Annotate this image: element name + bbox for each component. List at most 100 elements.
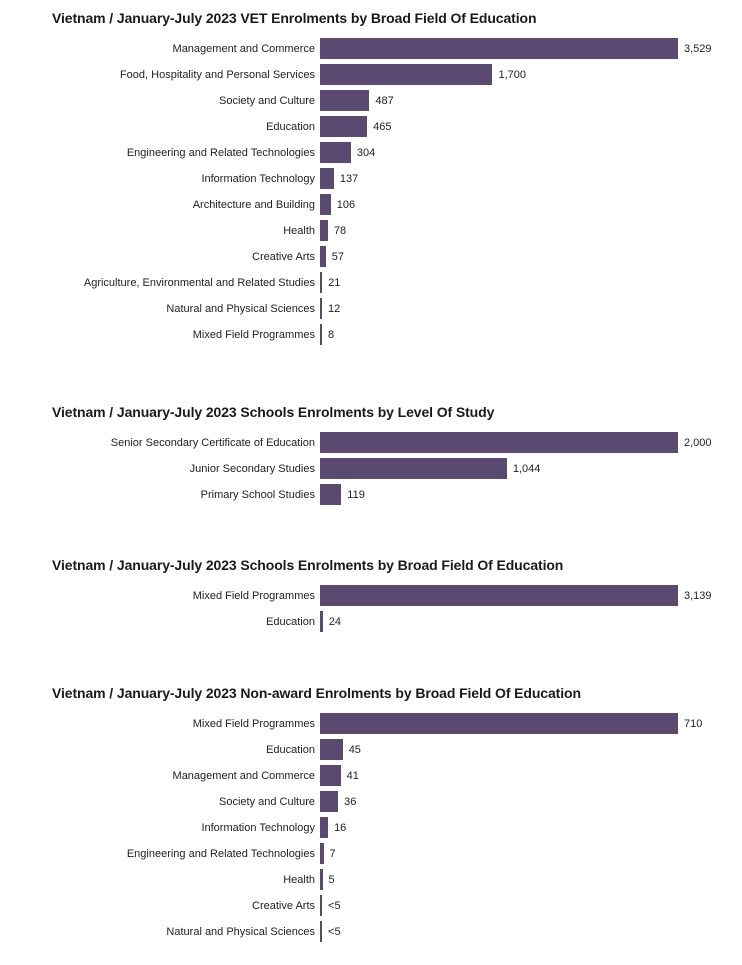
chart-row: Mixed Field Programmes 8: [0, 324, 742, 345]
bar-track: 41: [320, 765, 742, 786]
value-label: 3,529: [684, 42, 712, 55]
value-label: 119: [347, 488, 365, 501]
value-label: 1,044: [512, 462, 541, 475]
value-label: 7: [329, 847, 336, 860]
category-label: Creative Arts: [252, 250, 315, 263]
bar[interactable]: [320, 921, 323, 942]
bar[interactable]: [320, 869, 323, 890]
category-label: Health: [283, 873, 315, 886]
category-label: Natural and Physical Sciences: [166, 925, 315, 938]
category-label: Engineering and Related Technologies: [126, 146, 315, 159]
category-label: Junior Secondary Studies: [189, 462, 315, 475]
category-label: Management and Commerce: [172, 769, 315, 782]
chart-row: Management and Commerce 41: [0, 765, 742, 786]
bar[interactable]: [320, 432, 678, 453]
chart-plot-area: Senior Secondary Certificate of Educatio…: [0, 432, 742, 505]
chart-row: Agriculture, Environmental and Related S…: [0, 272, 742, 293]
value-label: 24: [328, 615, 341, 628]
chart-row: Mixed Field Programmes 710: [0, 713, 742, 734]
bar-track: 78: [320, 220, 742, 241]
category-label: Senior Secondary Certificate of Educatio…: [110, 436, 315, 449]
bar[interactable]: [320, 817, 329, 838]
bar[interactable]: [320, 90, 370, 111]
chart-row: Health 78: [0, 220, 742, 241]
bar[interactable]: [320, 64, 493, 85]
bar[interactable]: [320, 713, 678, 734]
value-label: 8: [328, 328, 335, 341]
bar[interactable]: [320, 843, 324, 864]
value-label: 1,700: [498, 68, 526, 81]
bar[interactable]: [320, 585, 678, 606]
category-label: Natural and Physical Sciences: [166, 302, 315, 315]
category-label: Management and Commerce: [172, 42, 315, 55]
chart-row: Engineering and Related Technologies 304: [0, 142, 742, 163]
bar[interactable]: [320, 791, 339, 812]
bar[interactable]: [320, 458, 507, 479]
category-label: Information Technology: [201, 172, 315, 185]
bar[interactable]: [320, 324, 322, 345]
bar[interactable]: [320, 739, 343, 760]
bar-track: 106: [320, 194, 742, 215]
value-label: <5: [328, 925, 341, 938]
bar[interactable]: [320, 484, 342, 505]
bar-track: 5: [320, 869, 742, 890]
category-label: Creative Arts: [252, 899, 315, 912]
bar-track: 16: [320, 817, 742, 838]
bar-track: 24: [320, 611, 742, 632]
bar[interactable]: [320, 895, 323, 916]
chart-plot-area: Mixed Field Programmes 3,139 Education 24: [0, 585, 742, 632]
chart-row: Society and Culture 487: [0, 90, 742, 111]
value-label: 41: [346, 769, 359, 782]
category-label: Agriculture, Environmental and Related S…: [83, 276, 315, 289]
category-label: Food, Hospitality and Personal Services: [119, 68, 315, 81]
bar[interactable]: [320, 142, 351, 163]
value-label: 465: [373, 120, 392, 133]
value-label: 57: [331, 250, 345, 263]
bar[interactable]: [320, 765, 341, 786]
bar-track: 119: [320, 484, 742, 505]
value-label: 16: [334, 821, 347, 834]
bar-track: 12: [320, 298, 742, 319]
bar[interactable]: [320, 220, 328, 241]
chart-title: Vietnam / January-July 2023 Non-award En…: [52, 685, 581, 701]
category-label: Information Technology: [201, 821, 315, 834]
bar-track: 1,700: [320, 64, 742, 85]
bar[interactable]: [320, 246, 326, 267]
chart-row: Engineering and Related Technologies 7: [0, 843, 742, 864]
chart-row: Education 45: [0, 739, 742, 760]
chart-row: Information Technology 137: [0, 168, 742, 189]
bar-track: 137: [320, 168, 742, 189]
chart-title: Vietnam / January-July 2023 VET Enrolmen…: [52, 10, 537, 26]
chart-row: Mixed Field Programmes 3,139: [0, 585, 742, 606]
bar[interactable]: [320, 194, 331, 215]
bar-track: 304: [320, 142, 742, 163]
category-label: Education: [266, 615, 315, 628]
bar[interactable]: [320, 298, 322, 319]
chart-row: Food, Hospitality and Personal Services 1…: [0, 64, 742, 85]
value-label: 2,000: [684, 436, 712, 449]
bar[interactable]: [320, 168, 334, 189]
value-label: 304: [356, 146, 376, 159]
chart-row: Education 465: [0, 116, 742, 137]
chart-row: Creative Arts 57: [0, 246, 742, 267]
chart-plot-area: Mixed Field Programmes 710 Education 45 Mana…: [0, 713, 742, 942]
bar[interactable]: [320, 611, 323, 632]
category-label: Mixed Field Programmes: [192, 589, 315, 602]
value-label: 137: [339, 172, 359, 185]
category-label: Health: [283, 224, 315, 237]
value-label: 487: [375, 94, 394, 107]
bar-track: 57: [320, 246, 742, 267]
category-label: Primary School Studies: [200, 488, 315, 501]
chart-nonaward-broad-field: Vietnam / January-July 2023 Non-award En…: [0, 686, 742, 947]
bar[interactable]: [320, 116, 368, 137]
bar-track: 710: [320, 713, 742, 734]
category-label: Education: [266, 743, 315, 756]
chart-schools-broad-field: Vietnam / January-July 2023 Schools Enro…: [0, 558, 742, 637]
bar[interactable]: [320, 38, 678, 59]
chart-row: Education 24: [0, 611, 742, 632]
bar-track: 36: [320, 791, 742, 812]
value-label: <5: [328, 899, 341, 912]
bar[interactable]: [320, 272, 323, 293]
chart-row: Creative Arts <5: [0, 895, 742, 916]
